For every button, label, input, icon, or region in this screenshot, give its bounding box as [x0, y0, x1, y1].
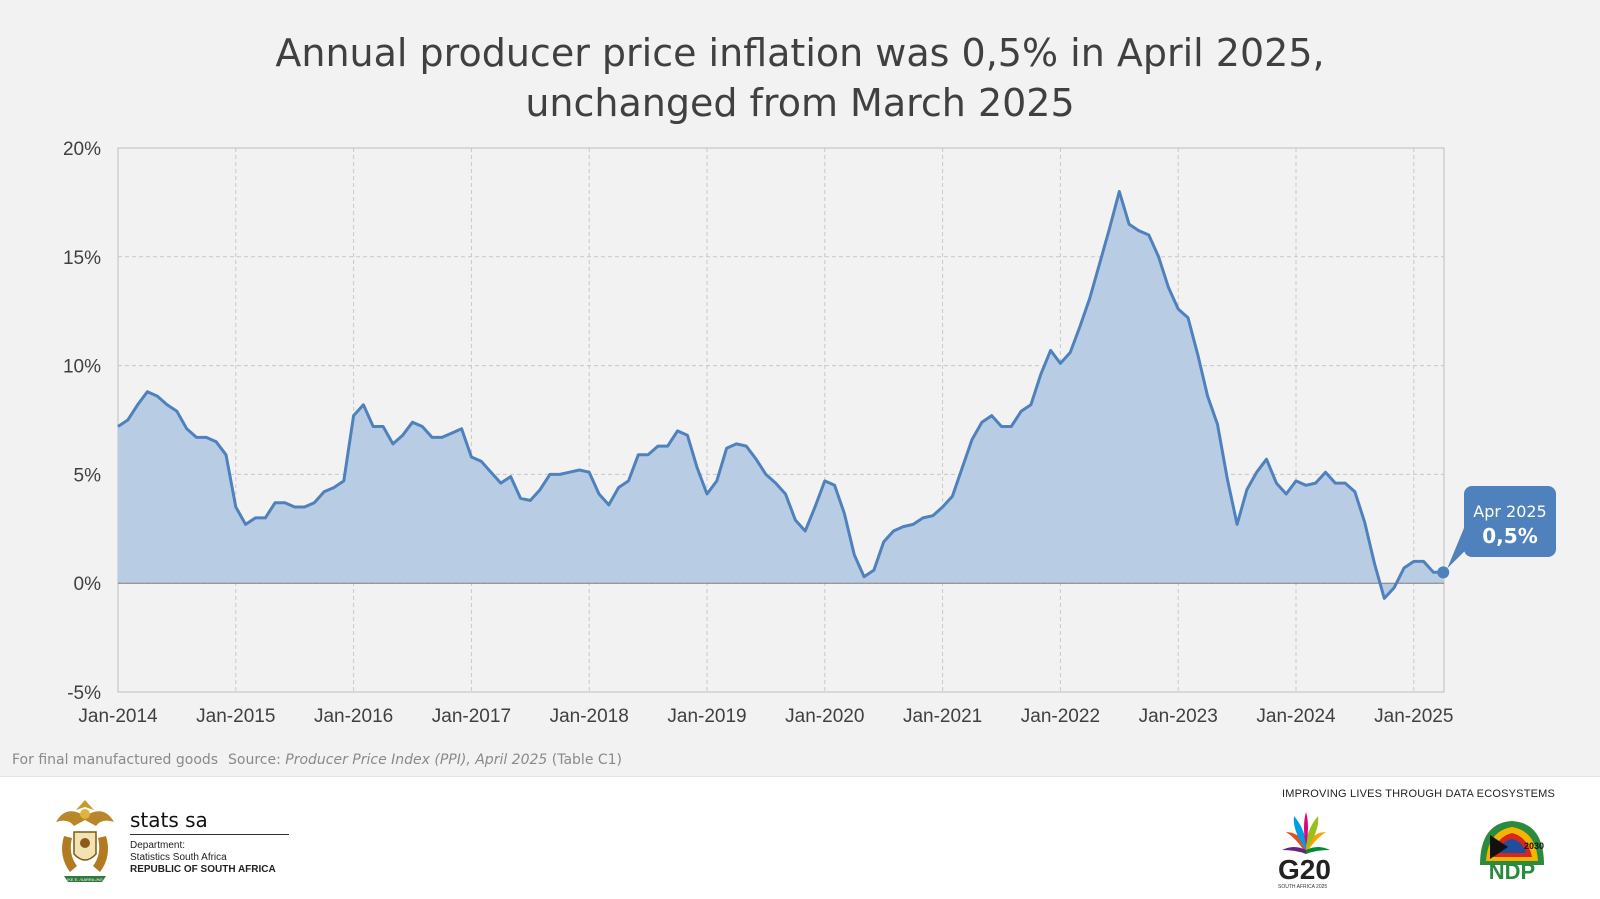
stats-sa-wordmark: stats sa	[130, 808, 208, 832]
dept-line-1: Department:	[130, 840, 186, 851]
dept-line-2: Statistics South Africa	[130, 852, 227, 863]
x-tick-label: Jan-2021	[903, 706, 982, 727]
callout-value: 0,5%	[1482, 524, 1537, 548]
x-tick-label: Jan-2016	[314, 706, 393, 727]
g20-label: G20	[1278, 854, 1331, 885]
footer-divider	[0, 776, 1600, 777]
x-tick-label: Jan-2020	[785, 706, 864, 727]
callout-label: Apr 2025	[1473, 502, 1546, 521]
footnote-note: For final manufactured goods	[12, 752, 219, 768]
stats-sa-rule	[130, 834, 289, 835]
footer-tagline: IMPROVING LIVES THROUGH DATA ECOSYSTEMS	[1282, 788, 1556, 800]
ndp-year: 2030	[1524, 841, 1544, 851]
x-tick-label: Jan-2019	[667, 706, 746, 727]
x-tick-label: Jan-2017	[432, 706, 511, 727]
x-tick-label: Jan-2023	[1139, 706, 1218, 727]
y-tick-label: 5%	[74, 465, 102, 486]
g20-sublabel: SOUTH AFRICA 2025	[1278, 884, 1328, 890]
y-tick-label: -5%	[67, 683, 101, 704]
source-title: Producer Price Index (PPI), April 2025	[285, 752, 548, 768]
coat-of-arms-icon: !KE E: /XARRA //KE	[56, 800, 114, 882]
x-tick-label: Jan-2022	[1021, 706, 1100, 727]
x-axis-labels: Jan-2014 Jan-2015 Jan-2016 Jan-2017 Jan-2018…	[78, 706, 1453, 727]
series-area	[118, 191, 1444, 599]
latest-point-marker	[1437, 566, 1450, 579]
x-tick-label: Jan-2025	[1374, 706, 1453, 727]
x-tick-label: Jan-2014	[78, 706, 158, 727]
department-text: Department: Statistics South Africa REPU…	[130, 840, 276, 876]
y-tick-label: 0%	[74, 574, 102, 595]
source-suffix: (Table C1)	[547, 752, 623, 768]
ndp-label: NDP	[1489, 859, 1535, 883]
x-tick-label: Jan-2018	[550, 706, 629, 727]
y-tick-label: 15%	[63, 248, 101, 269]
svg-text:!KE E: /XARRA //KE: !KE E: /XARRA //KE	[67, 877, 103, 882]
footnote-source: Source: Producer Price Index (PPI), Apri…	[228, 752, 622, 768]
y-axis-labels: 20% 15% 10% 5% 0% -5%	[63, 139, 101, 704]
chart-title: Annual producer price inflation was 0,5%…	[0, 28, 1600, 128]
chart-title-line-1: Annual producer price inflation was 0,5%…	[275, 31, 1325, 75]
grid-lines	[118, 148, 1444, 692]
callout-box	[1464, 486, 1556, 557]
y-tick-label: 10%	[63, 357, 101, 378]
plot-area	[117, 147, 1445, 693]
inflation-chart: 20%15%10%5%0%-5% Jan-2014 Jan-2015 Jan-201…	[63, 139, 1556, 727]
chart-title-line-2: unchanged from March 2025	[525, 81, 1075, 125]
chart-panel	[0, 0, 1600, 776]
source-prefix: Source:	[228, 752, 286, 768]
y-tick-label: 20%	[63, 139, 101, 160]
x-tick-label: Jan-2024	[1256, 706, 1336, 727]
dept-line-3: REPUBLIC OF SOUTH AFRICA	[130, 864, 276, 875]
x-tick-label: Jan-2015	[196, 706, 275, 727]
ndp-logo-icon: 2030 NDP	[1480, 821, 1544, 883]
series-line	[117, 190, 1444, 600]
latest-value-callout: Apr 2025 0,5%	[1437, 486, 1556, 579]
g20-logo-icon	[1282, 812, 1330, 854]
